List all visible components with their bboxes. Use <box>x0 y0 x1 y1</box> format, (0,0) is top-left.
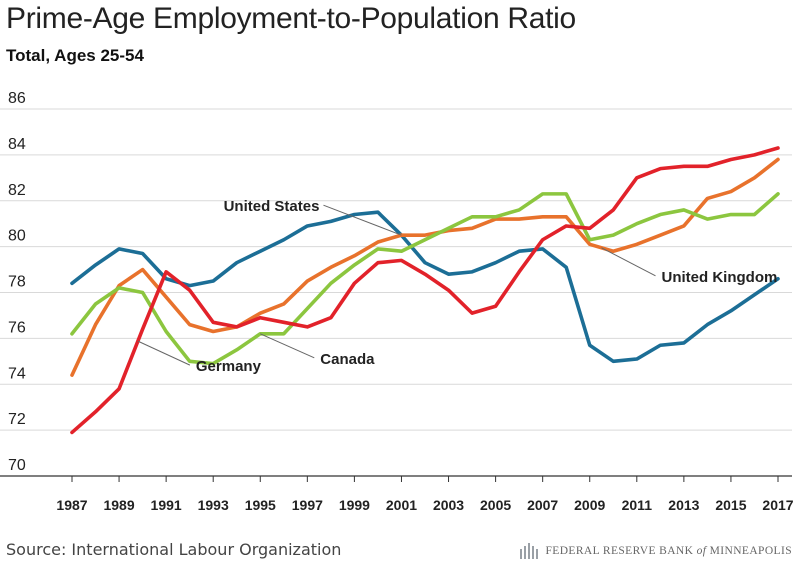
series-label-germany: Germany <box>196 358 262 375</box>
x-tick-label: 2017 <box>762 497 793 513</box>
series-label-layer: United States United Kingdom Canada Germany <box>137 198 778 375</box>
x-tick-label: 2003 <box>433 497 464 513</box>
brand-of: of <box>696 545 707 557</box>
y-tick-label: 72 <box>8 411 26 428</box>
x-tick-label: 2001 <box>386 497 417 513</box>
x-tick-label: 1999 <box>339 497 370 513</box>
x-tick-label: 1995 <box>245 497 276 513</box>
x-tick-label: 2005 <box>480 497 511 513</box>
y-tick-label: 84 <box>8 136 26 153</box>
y-tick-label: 78 <box>8 274 26 291</box>
leader-line <box>137 340 191 366</box>
x-tick-label: 2015 <box>715 497 746 513</box>
chart-subtitle: Total, Ages 25-54 <box>6 46 144 65</box>
x-tick-label: 2013 <box>668 497 699 513</box>
series-line-united-states <box>70 210 780 364</box>
series-line-germany <box>70 146 780 435</box>
series-label-united-kingdom: United Kingdom <box>662 269 778 286</box>
brand-footer: FEDERAL RESERVE BANK of MINNEAPOLIS <box>519 543 792 559</box>
x-tick-label: 1987 <box>56 497 87 513</box>
y-tick-label: 76 <box>8 319 26 336</box>
axis-layer: 70 72 74 76 78 80 82 84 86 1987 1989 1991 1993 1995 19… <box>0 90 794 513</box>
y-tick-label: 80 <box>8 228 26 245</box>
fed-building-icon <box>519 543 539 559</box>
series-line-canada <box>70 192 780 366</box>
x-tick-label: 2007 <box>527 497 558 513</box>
y-tick-label: 82 <box>8 182 26 199</box>
leader-line <box>260 333 315 359</box>
x-tick-label: 2009 <box>574 497 605 513</box>
x-tick-label: 2011 <box>622 497 653 513</box>
brand-prefix: FEDERAL RESERVE BANK <box>545 545 697 557</box>
x-tick-label: 1993 <box>198 497 229 513</box>
brand-text: FEDERAL RESERVE BANK of MINNEAPOLIS <box>545 545 792 557</box>
series-line-united-kingdom <box>70 157 780 377</box>
x-tick-label: 1989 <box>103 497 134 513</box>
y-tick-label: 86 <box>8 90 26 107</box>
series-label-united-states: United States <box>224 198 320 215</box>
y-tick-label: 70 <box>8 457 26 474</box>
y-tick-label: 74 <box>8 365 26 382</box>
series-layer <box>70 146 780 435</box>
brand-suffix: MINNEAPOLIS <box>706 545 792 557</box>
x-tick-label: 1991 <box>151 497 182 513</box>
grid-layer <box>0 108 792 431</box>
chart-title: Prime-Age Employment-to-Population Ratio <box>6 2 576 35</box>
x-tick-label: 1997 <box>292 497 323 513</box>
leader-line <box>323 204 402 236</box>
leader-line <box>601 247 656 277</box>
series-label-canada: Canada <box>320 351 375 368</box>
source-note: Source: International Labour Organizatio… <box>6 540 342 559</box>
